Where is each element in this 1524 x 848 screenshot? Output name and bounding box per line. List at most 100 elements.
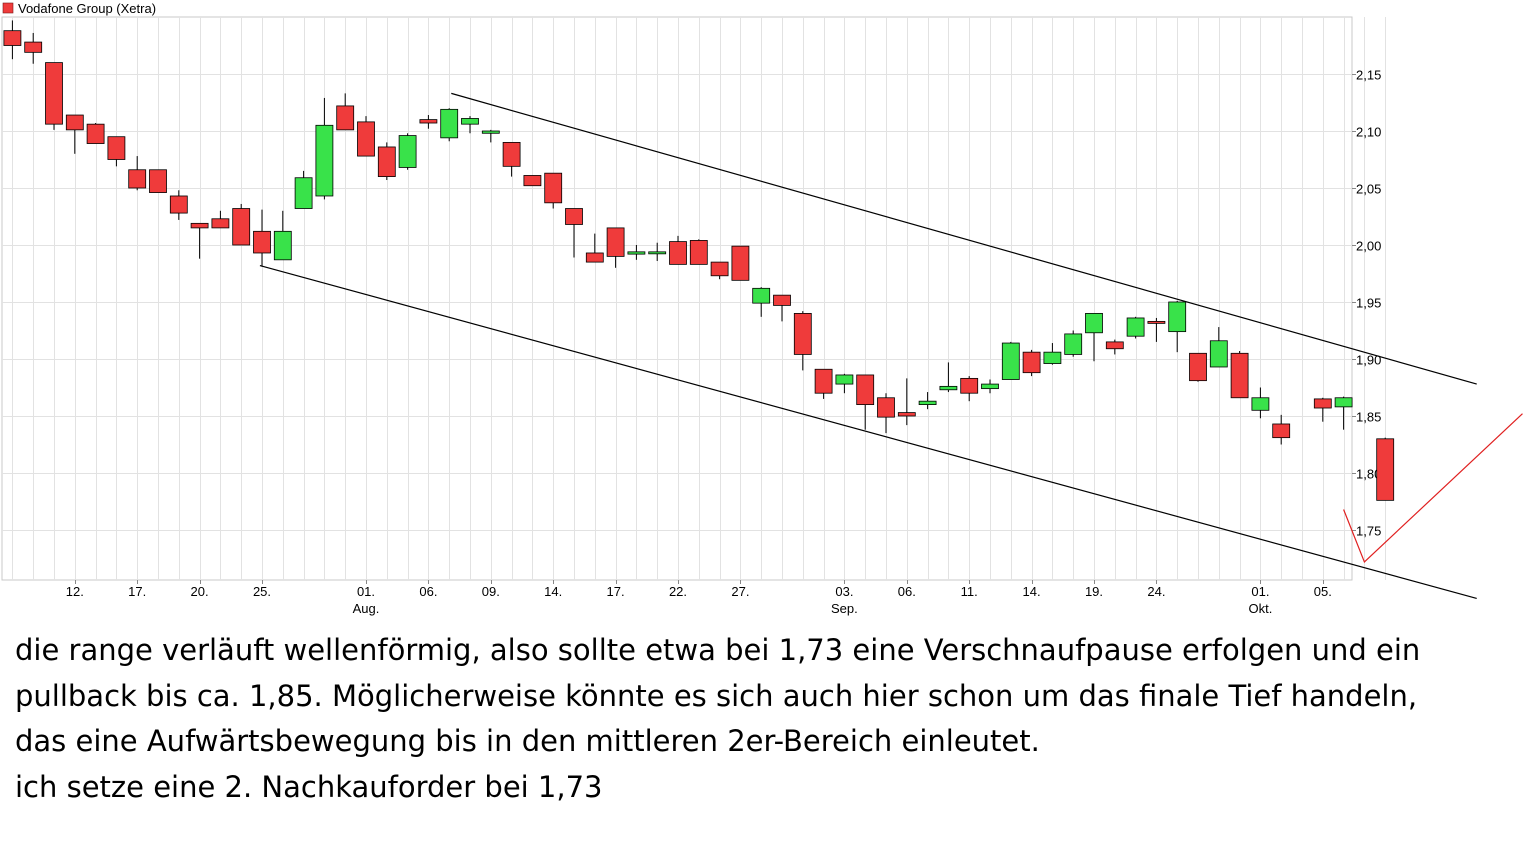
candle-body-up <box>752 287 771 304</box>
chart-area: 2,15 2,10 2,05 2,00 1,95 1,90 1,85 1,80 1,75 12.… <box>1 1 1523 616</box>
x-axis-ticks: 12. 17. 20. 25. 01. Aug. 06. 09. 14. 17. 22. 27. 03.… <box>66 580 1332 616</box>
candle-body-up <box>1064 333 1083 355</box>
y-tick-label: 1,85 <box>1356 410 1381 425</box>
candle <box>918 392 937 410</box>
candle-body-down <box>544 172 563 204</box>
candle <box>1105 339 1124 355</box>
candle <box>398 133 417 170</box>
candle <box>440 108 459 142</box>
channel-line <box>451 92 1477 385</box>
candle-body-up <box>315 124 334 197</box>
candle <box>897 378 916 426</box>
x-tick-label: 24. <box>1147 584 1165 599</box>
candle <box>65 114 84 154</box>
legend-label: Vodafone Group (Xetra) <box>18 1 156 16</box>
y-tick-label: 1,75 <box>1356 524 1381 539</box>
legend-swatch <box>2 2 14 14</box>
y-tick-label: 2,10 <box>1356 125 1381 140</box>
plot-background <box>1 16 1353 581</box>
candle <box>1022 349 1041 377</box>
candlestick-chart: 2,15 2,10 2,05 2,00 1,95 1,90 1,85 1,80 1,75 12.… <box>1 1 1523 616</box>
candle-body-down <box>689 240 708 265</box>
candle <box>377 142 396 181</box>
candle-body-down <box>3 30 22 46</box>
candle-body-down <box>773 294 791 306</box>
candle-body-down <box>814 368 833 394</box>
trend-lines <box>259 92 1523 599</box>
candle-body-down <box>24 41 43 53</box>
candle <box>1313 397 1332 422</box>
x-tick-label: 11. <box>961 584 978 599</box>
x-tick-label: 14. <box>1023 584 1041 599</box>
candle-body-down <box>669 241 687 265</box>
caption-line: das eine Aufwärtsbewegung bis in den mit… <box>15 724 1040 758</box>
candle <box>190 222 209 259</box>
candle-body-down <box>377 146 396 178</box>
candle-body-down <box>710 261 729 277</box>
candle-body-down <box>793 312 812 355</box>
candle <box>981 379 999 394</box>
candle-body-down <box>1189 352 1207 382</box>
grid-lines <box>2 17 1386 580</box>
candle-body-up <box>294 177 313 209</box>
candle <box>689 239 708 265</box>
chart-legend: Vodafone Group (Xetra) <box>2 1 156 16</box>
x-tick-label: 03. <box>835 584 853 599</box>
candle-body-up <box>481 130 500 134</box>
candle <box>731 245 750 281</box>
x-month-label: Aug. <box>353 601 380 616</box>
candle <box>1043 343 1062 365</box>
y-tick-label: 1,95 <box>1356 296 1381 311</box>
candle <box>544 172 563 209</box>
candle-body-up <box>1334 397 1353 408</box>
candle-body-down <box>357 121 375 157</box>
candle <box>585 233 604 263</box>
candle-body-down <box>45 62 63 125</box>
candle-body-down <box>149 169 167 193</box>
candle <box>502 141 521 177</box>
caption-line: die range verläuft wellenförmig, also so… <box>15 633 1421 667</box>
candle <box>814 368 833 399</box>
candle-body-up <box>398 135 417 168</box>
channel-line <box>259 264 1477 599</box>
candle-body-down <box>419 119 438 124</box>
x-tick-label: 05. <box>1314 584 1332 599</box>
candle <box>253 209 271 267</box>
candle <box>336 93 355 131</box>
candle <box>1064 330 1083 357</box>
x-tick-label: 06. <box>898 584 916 599</box>
candle-body-down <box>253 230 271 254</box>
candle-body-down <box>565 208 583 225</box>
candle <box>1189 352 1207 382</box>
y-axis-ticks: 2,15 2,10 2,05 2,00 1,95 1,90 1,85 1,80 1,75 <box>1352 68 1381 539</box>
candle-body-down <box>585 252 604 263</box>
x-tick-label: 14. <box>544 584 562 599</box>
x-tick-label: 06. <box>419 584 437 599</box>
y-tick-label: 1,90 <box>1356 353 1381 368</box>
candle-body-up <box>440 108 459 139</box>
candle <box>1230 351 1249 399</box>
y-tick-label: 2,00 <box>1356 239 1381 254</box>
candle <box>3 20 22 60</box>
x-tick-label: 25. <box>253 584 271 599</box>
candle <box>294 170 313 209</box>
candle-body-down <box>128 169 147 189</box>
candle-body-up <box>1168 301 1187 333</box>
candle <box>107 136 126 167</box>
candle-body-up <box>627 251 646 255</box>
x-month-label: Sep. <box>831 601 858 616</box>
candle <box>169 190 188 220</box>
candle <box>960 376 979 402</box>
candles <box>3 20 1395 501</box>
x-tick-label: 17. <box>607 584 625 599</box>
candle-body-down <box>1022 351 1041 374</box>
candle <box>149 169 167 193</box>
x-tick-label: 22. <box>669 584 687 599</box>
candle-body-down <box>606 227 625 257</box>
candle-body-down <box>1230 352 1249 399</box>
candle-body-up <box>1085 312 1103 334</box>
caption-text: die range verläuft wellenförmig, also so… <box>15 628 1515 810</box>
candle-body-down <box>1105 341 1124 350</box>
candle <box>1334 396 1353 430</box>
candle <box>357 116 375 157</box>
